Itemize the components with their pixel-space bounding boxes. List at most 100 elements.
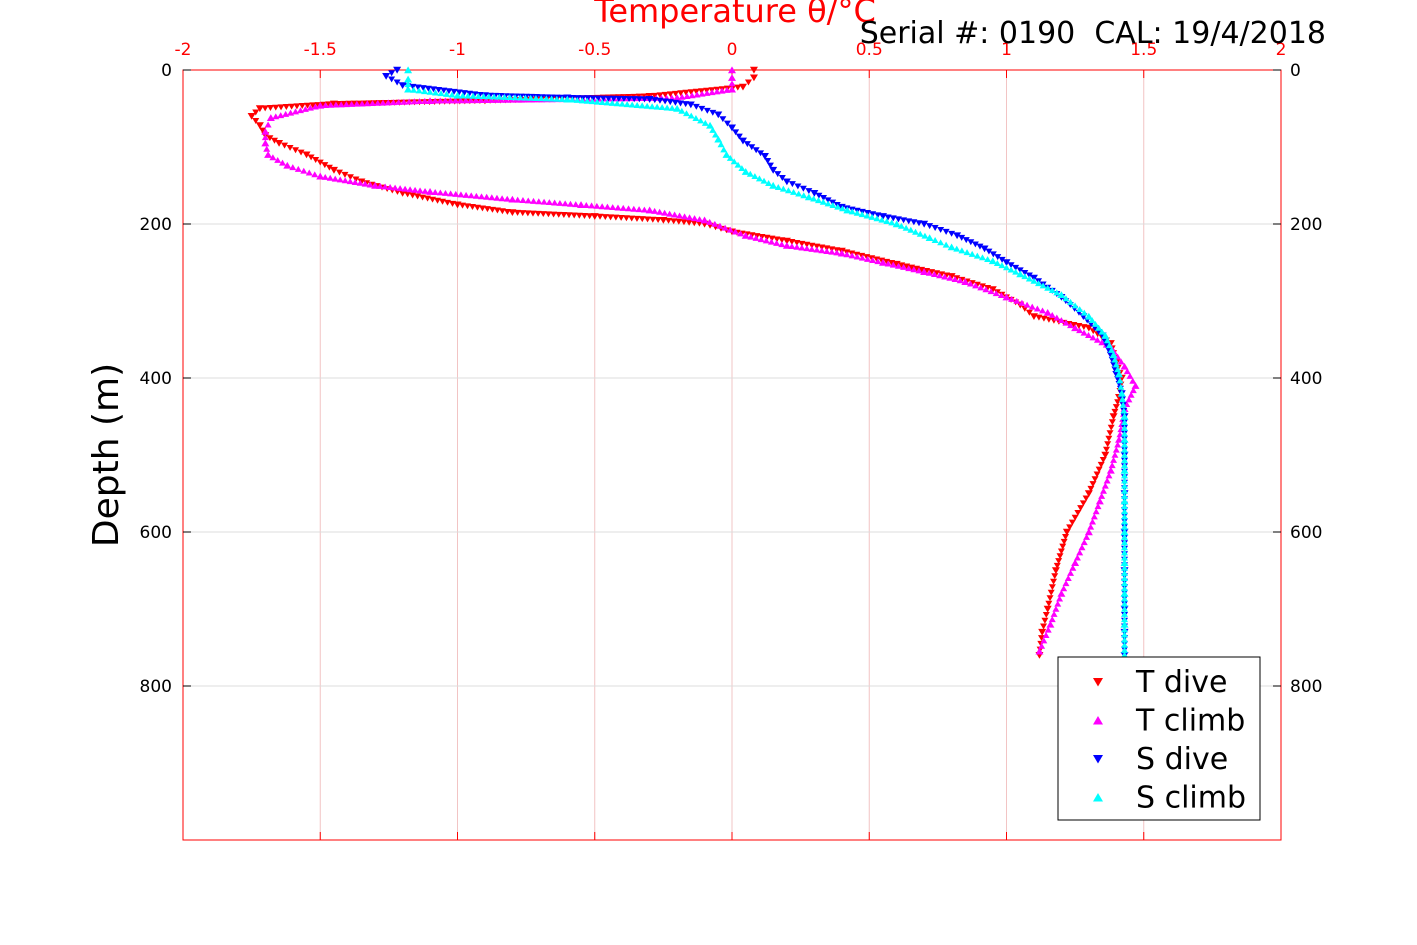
data-point-interp xyxy=(1052,605,1060,612)
data-point-interp xyxy=(409,192,417,199)
data-point-interp xyxy=(266,135,274,142)
data-point-interp xyxy=(654,217,662,224)
data-point-interp xyxy=(544,211,552,218)
data-point-interp xyxy=(1076,306,1084,313)
data-point-interp xyxy=(603,203,611,210)
data-point-interp xyxy=(1060,538,1068,545)
data-point-interp xyxy=(594,95,602,102)
data-point-interp xyxy=(1047,589,1055,596)
data-point-interp xyxy=(1120,407,1128,414)
data-point-interp xyxy=(753,233,761,240)
data-point-interp xyxy=(441,97,449,104)
data-point-interp xyxy=(460,90,468,97)
data-point-interp xyxy=(298,103,306,110)
data-point-interp xyxy=(443,90,451,97)
data-point-interp xyxy=(532,95,540,101)
data-point-interp xyxy=(264,121,272,128)
data-point-interp xyxy=(1008,295,1016,302)
data-point-interp xyxy=(1121,616,1129,623)
data-point-interp xyxy=(1098,339,1106,346)
data-point-interp xyxy=(718,87,726,94)
data-point xyxy=(728,66,736,74)
data-point-interp xyxy=(548,95,556,102)
data-point-interp xyxy=(458,202,466,209)
data-point-interp xyxy=(1048,311,1056,318)
data-point-interp xyxy=(1102,446,1110,453)
data-point-interp xyxy=(1033,305,1041,312)
data-point-interp xyxy=(1107,424,1115,431)
data-point-interp xyxy=(312,157,320,163)
data-point-interp xyxy=(468,204,476,210)
data-point-interp xyxy=(767,238,775,245)
data-point-interp xyxy=(326,174,334,181)
data-point-interp xyxy=(665,217,673,224)
data-point-interp xyxy=(828,248,836,255)
data-point-interp xyxy=(584,95,592,102)
data-point xyxy=(426,97,435,104)
data-point-interp xyxy=(813,246,821,253)
data-point-interp xyxy=(1121,492,1129,499)
data-point-interp xyxy=(1095,466,1103,473)
data-point-interp xyxy=(305,169,313,176)
data-point-interp xyxy=(834,203,842,210)
data-point-interp xyxy=(628,101,636,108)
data-point-interp xyxy=(263,145,271,152)
data-point xyxy=(645,96,654,103)
data-point xyxy=(686,101,695,109)
data-point-interp xyxy=(1064,575,1072,581)
data-point xyxy=(255,122,264,130)
y-tick-label-left: 200 xyxy=(140,215,172,235)
data-point xyxy=(1062,528,1071,536)
data-point xyxy=(302,151,311,159)
data-point-interp xyxy=(703,89,711,96)
data-point-interp xyxy=(1111,356,1119,363)
data-point-interp xyxy=(678,93,686,100)
data-point-interp xyxy=(292,147,300,154)
data-point-interp xyxy=(441,189,449,196)
data-point-interp xyxy=(820,195,827,201)
data-point-interp xyxy=(1030,277,1038,284)
data-point-interp xyxy=(321,102,329,108)
data-point-interp xyxy=(902,224,910,231)
data-point-interp xyxy=(1111,451,1119,458)
data-point-interp xyxy=(524,197,532,204)
data-point-interp xyxy=(693,91,701,98)
data-point-interp xyxy=(493,207,501,214)
data-point-interp xyxy=(824,197,832,204)
data-point-interp xyxy=(1110,456,1118,463)
data-point-interp xyxy=(478,205,486,212)
data-point-interp xyxy=(1126,372,1134,379)
data-point xyxy=(283,161,292,169)
data-point-interp xyxy=(894,216,902,223)
data-point xyxy=(1095,497,1104,505)
data-point xyxy=(1043,605,1052,613)
data-point-interp xyxy=(292,108,300,115)
data-point-interp xyxy=(788,181,796,188)
data-point-interp xyxy=(666,210,674,217)
data-point-interp xyxy=(1105,342,1113,349)
data-point-interp xyxy=(565,212,573,219)
data-point-interp xyxy=(819,198,827,205)
data-point-interp xyxy=(331,175,339,182)
data-point-interp xyxy=(701,119,709,126)
data-point-interp xyxy=(568,96,576,103)
x-tick-label: 0.5 xyxy=(856,40,883,60)
data-point-interp xyxy=(905,265,913,272)
data-point-interp xyxy=(325,164,333,171)
data-point-interp xyxy=(848,252,856,259)
data-point xyxy=(1115,370,1124,378)
data-point-interp xyxy=(426,88,434,95)
data-point-interp xyxy=(1038,642,1046,649)
data-point-interp xyxy=(696,216,704,223)
data-point-interp xyxy=(498,195,506,202)
data-point-interp xyxy=(930,271,938,278)
legend-marker xyxy=(1093,678,1103,687)
data-point-interp xyxy=(599,95,607,102)
data-point xyxy=(843,206,852,214)
data-point-interp xyxy=(1025,275,1033,282)
data-point-interp xyxy=(1121,595,1129,602)
data-point-interp xyxy=(1013,297,1021,304)
data-point-interp xyxy=(907,226,915,233)
data-point-interp xyxy=(366,181,374,188)
data-point-interp xyxy=(864,210,872,216)
